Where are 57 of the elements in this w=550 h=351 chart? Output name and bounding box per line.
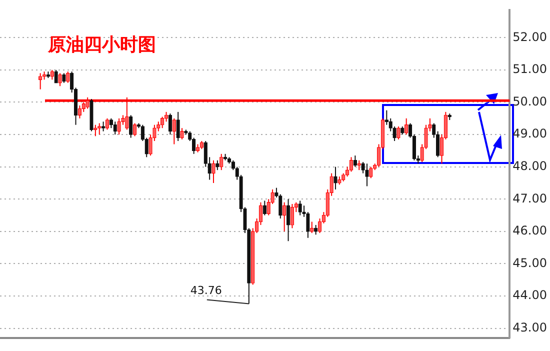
y-tick-label: 50.00 [512,94,548,108]
candlestick [160,116,164,129]
annotation: 43.76 [190,284,222,298]
y-tick-label: 51.00 [512,62,548,76]
candlestick [101,121,106,132]
candlestick [176,111,180,142]
candlestick [94,124,98,137]
candlestick [54,69,58,84]
candlestick [384,110,388,126]
candlestick [78,104,82,119]
candlestick [353,155,358,168]
y-tick-label: 44.00 [512,288,548,302]
candlestick [290,203,294,229]
candlestick [298,200,302,216]
candlestick [220,153,224,171]
candlestick [404,118,408,136]
candlestick [314,224,318,236]
candlestick [396,126,400,140]
candlestick [50,69,54,80]
candlestick [428,118,432,132]
candlestick [38,72,42,90]
candlestick [98,122,102,136]
candlestick [388,118,392,132]
candlestick [156,121,160,132]
candlestick [306,212,310,238]
candlestick [369,166,373,179]
candlestick [274,187,278,198]
candlestick [216,160,220,171]
candlestick [282,202,286,232]
candlestick [105,118,110,130]
candlestick [132,122,137,137]
candlestick [113,121,117,136]
candlestick [278,194,282,220]
candlestick [357,160,361,171]
candlestick [62,72,66,84]
text: 原油四小时图 [47,34,156,56]
y-tick-label: 47.00 [512,191,548,206]
candlestick [262,200,266,216]
candlestick [235,166,239,180]
y-tick-label: 46.00 [512,224,548,238]
candlestick [310,221,314,234]
candlestick [349,156,354,172]
candlestick [129,114,133,138]
candlestick [172,118,176,145]
y-tick-label: 43.00 [512,320,548,334]
candlestick [286,198,290,242]
y-tick-label: 48.00 [512,158,548,173]
candlestick [66,71,70,84]
candlestick [420,144,424,162]
y-tick-label: 52.00 [512,30,548,44]
candlestick [204,140,208,168]
candlestick [392,126,396,142]
candlestick [117,118,121,136]
candlestick [361,161,365,174]
y-tick-label: 45.00 [512,256,548,270]
candlestick [208,156,212,180]
candlestick [168,113,172,136]
